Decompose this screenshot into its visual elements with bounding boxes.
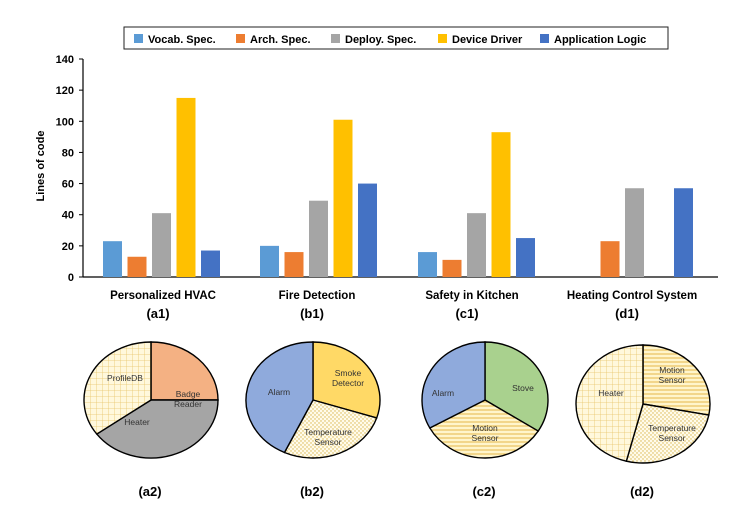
- bar-deploy-1: [152, 213, 171, 277]
- pie-slice-label: Alarm: [432, 388, 454, 398]
- y-tick-label: 40: [62, 210, 74, 222]
- panel-label: (d1): [615, 306, 639, 321]
- pie-slice-label: Stove: [512, 383, 534, 393]
- pie-slice-label: Smoke Detector: [332, 368, 364, 388]
- y-tick-label: 60: [62, 179, 74, 191]
- pie-slice: [421, 341, 486, 429]
- legend-label-deploy: Deploy. Spec.: [345, 34, 416, 46]
- category-label: Safety in Kitchen: [425, 290, 518, 302]
- legend-swatch-deploy: [331, 34, 340, 43]
- category-label: Fire Detection: [279, 290, 356, 302]
- panel-label: (c2): [472, 484, 495, 499]
- y-tick-label: 0: [68, 272, 74, 284]
- y-tick-label: 120: [56, 85, 74, 97]
- bar-arch-2: [284, 252, 304, 277]
- pie-chart: ProfileDB Badge Reader Heater (a2): [83, 341, 219, 499]
- pie-slice-label: Badge Reader: [174, 389, 202, 409]
- y-axis-label: Lines of code: [35, 131, 47, 202]
- pie-slice: [575, 344, 644, 462]
- bar-arch-3: [442, 259, 462, 277]
- pie-slice-label: Heater: [598, 388, 624, 398]
- pie-slice-label: Temperature Sensor: [304, 427, 352, 447]
- pie-slice: [83, 341, 152, 436]
- bar-arch-4: [600, 241, 620, 277]
- pie-slice: [283, 399, 378, 459]
- bar-driver-1: [176, 97, 196, 277]
- legend-label-arch: Arch. Spec.: [250, 34, 311, 46]
- y-tick-label: 20: [62, 241, 74, 253]
- category-label: Personalized HVAC: [110, 290, 216, 302]
- bar-deploy-4: [625, 188, 644, 277]
- pie-slice-label: Motion Sensor: [659, 365, 686, 385]
- legend: Vocab. Spec. Arch. Spec. Deploy. Spec. D…: [123, 26, 669, 50]
- pie-slice: [312, 341, 381, 419]
- legend-label-vocab: Vocab. Spec.: [148, 34, 216, 46]
- bar-driver-3: [491, 132, 511, 277]
- y-tick-label: 80: [62, 147, 74, 159]
- pie-slice: [642, 344, 711, 416]
- legend-label-app: Application Logic: [554, 34, 646, 46]
- bar-vocab-1: [103, 241, 122, 277]
- panel-label: (a1): [146, 306, 169, 321]
- bar-deploy-3: [467, 213, 486, 277]
- bar-app-2: [358, 183, 377, 277]
- pie-slice: [245, 341, 314, 454]
- panel-label: (b1): [300, 306, 324, 321]
- y-tick-label: 100: [56, 116, 74, 128]
- bar-app-3: [516, 238, 535, 277]
- pie-slice-label: Temperature Sensor: [648, 423, 696, 443]
- pie-slice: [625, 403, 710, 464]
- bar-app-4: [674, 188, 693, 277]
- pie-slice-label: Motion Sensor: [472, 423, 499, 443]
- panel-label: (d2): [630, 484, 654, 499]
- bar-arch-1: [127, 256, 147, 277]
- legend-swatch-app: [540, 34, 549, 43]
- bar-deploy-2: [309, 200, 328, 277]
- bar-driver-2: [333, 119, 353, 277]
- panel-label: (c1): [455, 306, 478, 321]
- pie-slice: [150, 341, 219, 401]
- bar-vocab-3: [418, 252, 437, 277]
- legend-swatch-arch: [236, 34, 245, 43]
- panel-label: (b2): [300, 484, 324, 499]
- legend-swatch-vocab: [134, 34, 143, 43]
- pie-slice-label: Alarm: [268, 387, 290, 397]
- bar-app-1: [201, 250, 220, 277]
- legend-swatch-driver: [438, 34, 447, 43]
- pie-chart: Smoke Detector Temperature Sensor Alarm (b2): [245, 341, 381, 499]
- category-label: Heating Control System: [567, 290, 697, 302]
- pie-chart: Stove Motion Sensor Alarm (c2): [421, 341, 549, 499]
- bar-vocab-2: [260, 245, 279, 277]
- pie-slice: [95, 399, 219, 459]
- pie-chart: Motion Sensor Temperature Sensor Heater (d2): [575, 344, 711, 499]
- pie-slice-label: Heater: [124, 417, 150, 427]
- legend-label-driver: Device Driver: [452, 34, 523, 46]
- pie-slice-label: ProfileDB: [107, 373, 143, 383]
- panel-label: (a2): [138, 484, 161, 499]
- y-tick-label: 140: [56, 54, 74, 66]
